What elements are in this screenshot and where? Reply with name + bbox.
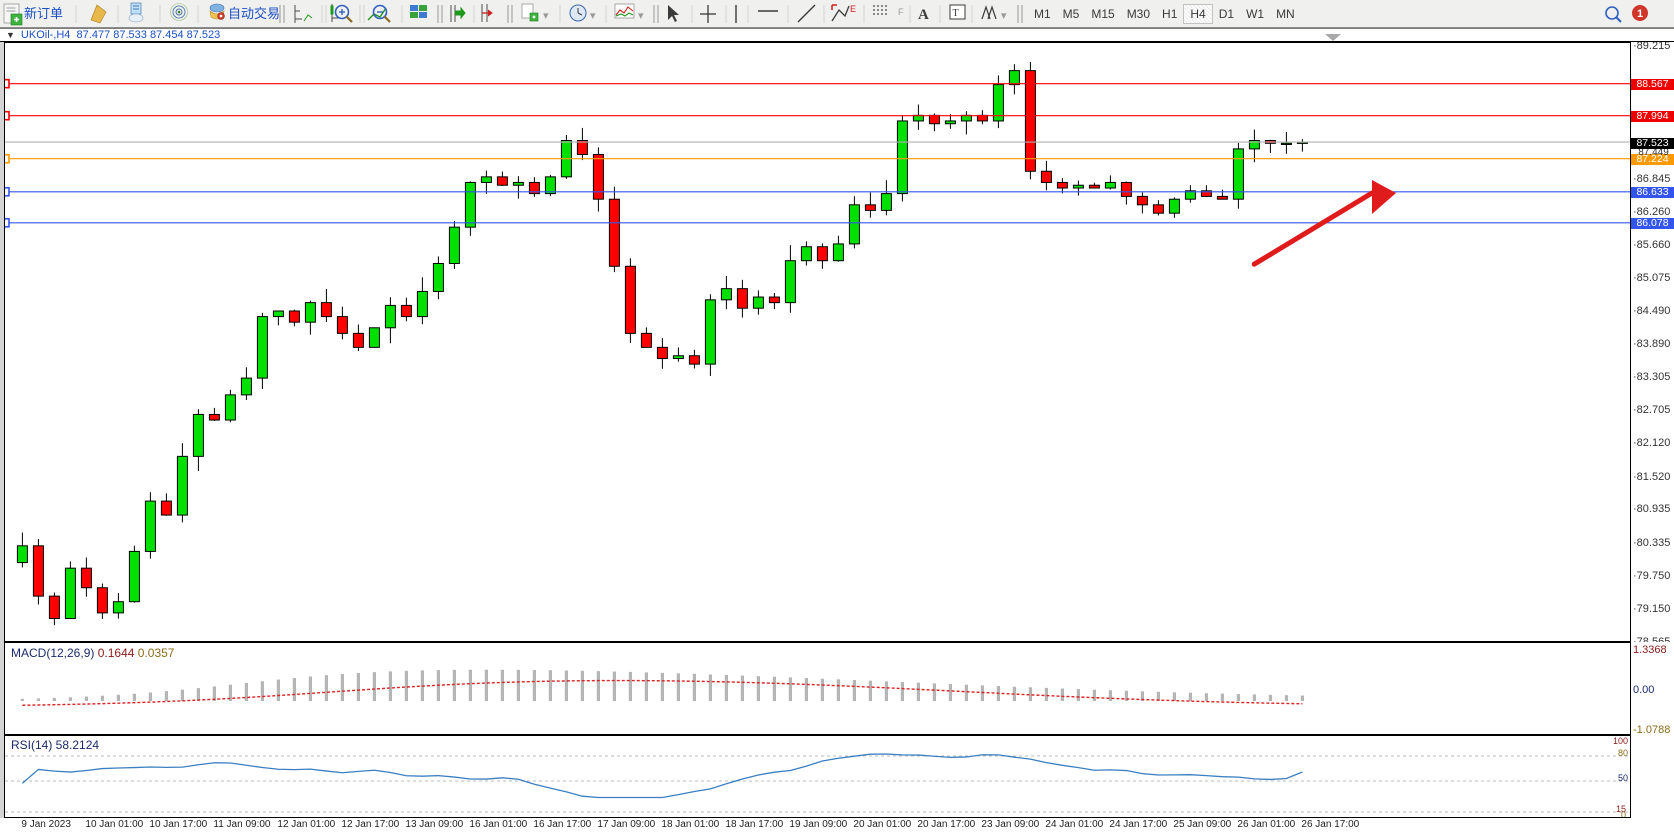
svg-text:A: A: [918, 7, 929, 23]
svg-text:自动交易: 自动交易: [228, 6, 280, 21]
svg-text:▾: ▾: [1001, 10, 1007, 22]
svg-text:▾: ▾: [590, 10, 596, 22]
svg-text:▾: ▾: [543, 10, 549, 22]
svg-text:F: F: [898, 7, 904, 17]
svg-text:E: E: [850, 4, 856, 14]
svg-text:T: T: [953, 8, 959, 19]
svg-text:▾: ▾: [638, 10, 644, 22]
svg-text:新订单: 新订单: [24, 6, 63, 21]
svg-text:1: 1: [1637, 8, 1643, 20]
